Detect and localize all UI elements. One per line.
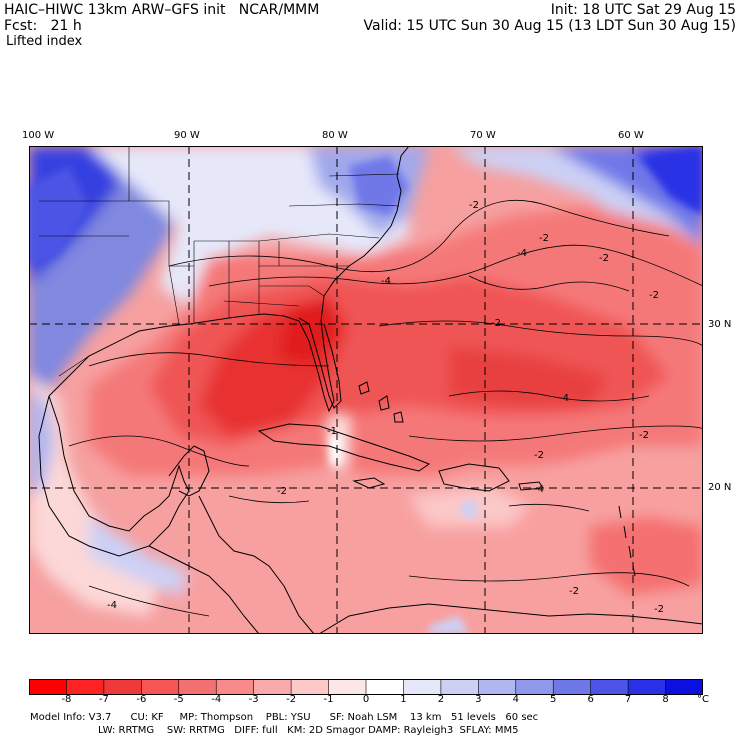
colorbar-cell: [29, 679, 67, 695]
colorbar-tick-label: -6: [136, 694, 147, 705]
lat-lon-grid: [29, 146, 703, 634]
colorbar-tick-label: 7: [624, 694, 632, 705]
contour-label: -4: [517, 248, 527, 259]
colorbar-tick-label: -2: [286, 694, 297, 705]
colorbar-tick-label: 1: [400, 694, 407, 705]
lon-label-90w: 90 W: [174, 130, 200, 141]
contour-label: -2: [639, 430, 649, 441]
contour-label: -2: [569, 586, 579, 597]
colorbar-cell: [141, 679, 180, 695]
colorbar-tick-label: -4: [211, 694, 222, 705]
colorbar-tick-label: -5: [173, 694, 184, 705]
colorbar-cell: [478, 679, 517, 695]
colorbar-cell: [103, 679, 142, 695]
colorbar-cell: [216, 679, 255, 695]
lon-label-80w: 80 W: [322, 130, 348, 141]
colorbar-tick-label: 0: [362, 694, 370, 705]
colorbar-cell: [665, 679, 703, 695]
colorbar-tick-label: 6: [587, 694, 594, 705]
valid-time: Valid: 15 UTC Sun 30 Aug 15 (13 LDT Sun …: [363, 18, 737, 34]
colorbar-tick-label: 5: [550, 694, 557, 705]
lat-label-20n: 20 N: [708, 482, 732, 493]
contour-label: -2: [491, 318, 501, 329]
lifted-index-map: -4 -4 -2 -2 -2 -2 -4 -2 -1 -2 -4 -4 -2 -…: [29, 146, 703, 634]
colorbar-tick-label: 2: [437, 694, 445, 705]
colorbar: [29, 679, 703, 695]
contour-label: -2: [599, 253, 609, 264]
colorbar-tick-label: -1: [323, 694, 334, 705]
lon-label-60w: 60 W: [618, 130, 644, 141]
forecast-hour: Fcst: 21 h: [4, 18, 82, 34]
model-info-line-1: Model Info: V3.7 CU: KF MP: Thompson PBL…: [30, 712, 539, 723]
contour-label: -2: [654, 604, 664, 615]
contour-label: -4: [559, 393, 569, 404]
contour-label: -4: [107, 600, 117, 611]
li-contours: [68, 199, 703, 617]
contour-label: -2: [539, 233, 549, 244]
colorbar-cell: [515, 679, 554, 695]
colorbar-cell: [253, 679, 292, 695]
colorbar-cell: [590, 679, 629, 695]
lon-label-100w: 100 W: [22, 130, 55, 141]
lon-label-70w: 70 W: [470, 130, 496, 141]
colorbar-cell: [328, 679, 367, 695]
contour-label: -2: [649, 290, 659, 301]
contour-label: -4: [381, 276, 391, 287]
lifted-index-field: [29, 146, 703, 634]
colorbar-cell: [178, 679, 217, 695]
contour-label: -2: [534, 450, 544, 461]
lat-label-30n: 30 N: [708, 319, 732, 330]
colorbar-cell: [366, 679, 404, 695]
map-title: HAIC–HIWC 13km ARW–GFS init NCAR/MMM: [4, 2, 320, 18]
init-time: Init: 18 UTC Sat 29 Aug 15: [550, 2, 736, 18]
colorbar-unit: °C: [697, 694, 709, 705]
contour-label: -2: [469, 200, 479, 211]
model-info-line-2: LW: RRTMG SW: RRTMG DIFF: full KM: 2D Sm…: [98, 725, 519, 736]
colorbar-cell: [553, 679, 592, 695]
contour-label: -4: [534, 484, 544, 495]
colorbar-tick-label: -8: [61, 694, 72, 705]
colorbar-tick-label: 3: [475, 694, 482, 705]
colorbar-cell: [291, 679, 330, 695]
contour-label: -2: [277, 486, 287, 497]
contour-label: -1: [327, 426, 337, 437]
colorbar-cell: [403, 679, 442, 695]
colorbar-tick-label: -7: [98, 694, 109, 705]
map-frame: [29, 146, 703, 634]
colorbar-tick-label: -3: [248, 694, 259, 705]
field-name: Lifted index: [6, 34, 83, 49]
colorbar-cell: [628, 679, 667, 695]
colorbar-tick-label: 8: [662, 694, 669, 705]
colorbar-cell: [66, 679, 105, 695]
colorbar-cell: [440, 679, 479, 695]
state-borders: [39, 146, 400, 377]
colorbar-tick-label: 4: [512, 694, 519, 705]
